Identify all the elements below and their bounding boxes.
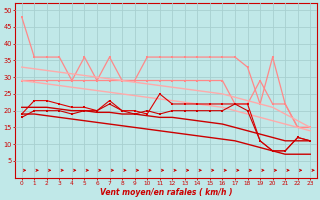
X-axis label: Vent moyen/en rafales ( km/h ): Vent moyen/en rafales ( km/h ): [100, 188, 232, 197]
